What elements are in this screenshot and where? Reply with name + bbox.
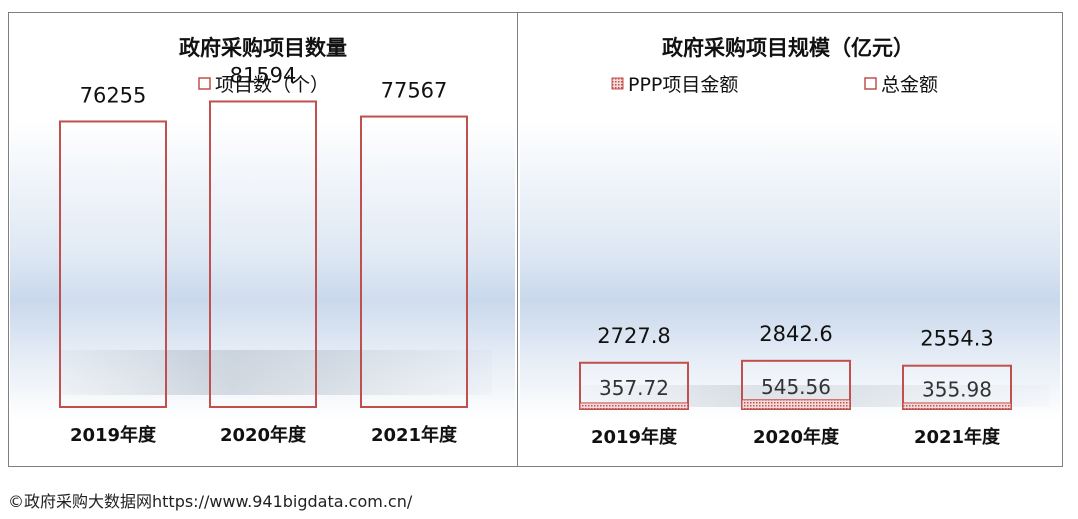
x-tick-label: 2019年度 [70, 424, 157, 446]
x-tick-label: 2019年度 [591, 426, 678, 448]
data-label-total: 2842.6 [759, 322, 832, 346]
bar-count-2020年度 [209, 100, 317, 408]
legend-label-count: 项目数（个） [215, 74, 329, 96]
data-label-count: 81594 [230, 63, 297, 87]
footer-copyright: ©政府采购大数据网https://www.941bigdata.com.cn/ [8, 492, 413, 511]
x-tick-label: 2021年度 [914, 426, 1001, 448]
right-chart: 政府采购项目规模（亿元） PPP项目金额 总金额 2727.8 357.72 2019年度… [579, 36, 1050, 448]
data-label-total: 2727.8 [597, 324, 670, 348]
right-panel-background [520, 120, 1060, 420]
x-tick-label: 2020年度 [753, 426, 840, 448]
x-tick-label: 2021年度 [371, 424, 458, 446]
chart-frame [8, 12, 1063, 467]
legend-swatch-ppp [611, 77, 624, 90]
bar-shadow [60, 350, 492, 395]
left-chart-title: 政府采购项目数量 [179, 36, 347, 60]
legend-swatch-count [198, 77, 211, 90]
legend-label-total: 总金额 [881, 74, 938, 96]
legend-label-ppp: PPP项目金额 [628, 74, 738, 96]
bar-count-2021年度 [360, 115, 468, 408]
bar-total-2021年度 [902, 364, 1012, 411]
bar-total-2019年度 [579, 361, 689, 411]
right-chart-title: 政府采购项目规模（亿元） [662, 36, 914, 60]
bar-ppp-2019年度 [579, 402, 689, 410]
data-label-total: 2554.3 [920, 327, 993, 351]
bar-ppp-2021年度 [902, 402, 1012, 410]
bar-count-2019年度 [59, 120, 167, 409]
data-label-ppp: 545.56 [761, 375, 831, 399]
x-tick-label: 2020年度 [220, 424, 307, 446]
data-label-ppp: 357.72 [599, 376, 669, 400]
data-label-count: 76255 [80, 83, 147, 107]
panel-divider [517, 12, 518, 467]
data-label-ppp: 355.98 [922, 377, 992, 401]
data-label-count: 77567 [381, 79, 448, 103]
bar-ppp-2020年度 [741, 399, 851, 410]
legend-swatch-total [864, 77, 877, 90]
bar-shadow [580, 385, 1050, 407]
